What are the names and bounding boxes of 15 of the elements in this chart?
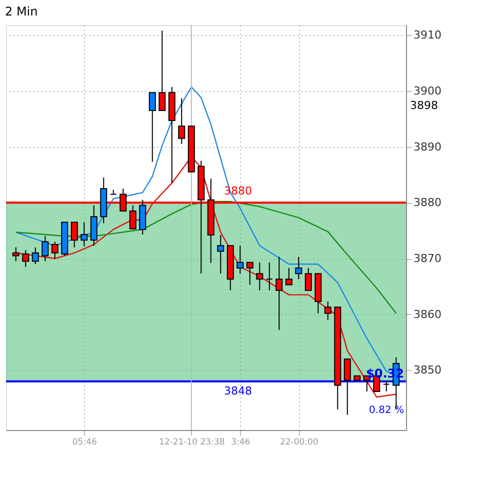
x-tick-label: 05:46 [72, 438, 97, 448]
y-tick-label: 3890 [414, 140, 442, 154]
y-tick-label: 3870 [414, 252, 442, 266]
y-tick-label: 3860 [414, 308, 442, 321]
y-tick-label: 3900 [414, 84, 442, 98]
x-tick-label: 22-00:00 [280, 438, 318, 448]
y-tick-label: 3910 [414, 28, 442, 42]
y-tick-label: 3880 [414, 196, 442, 210]
chart-title: 2 Min [5, 4, 38, 18]
y-tick-label: 3850 [414, 364, 442, 377]
text: 3898 [410, 99, 438, 112]
annotation: 0.82 % [369, 404, 404, 416]
x-tick-label: 3:46 [231, 438, 250, 448]
x-tick-label: 12-21-10 23:38 [158, 438, 225, 448]
ref-line-label: 3848 [224, 384, 252, 398]
